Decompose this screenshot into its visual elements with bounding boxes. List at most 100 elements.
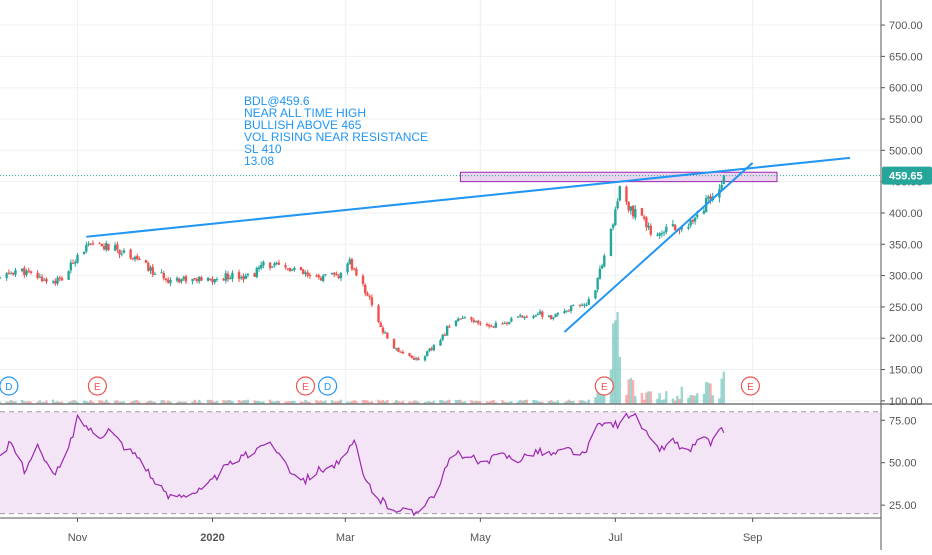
candle-body <box>516 316 520 318</box>
candle-body <box>503 323 506 325</box>
candle-body <box>618 186 621 201</box>
volume-bar <box>240 401 243 404</box>
volume-bar <box>494 402 498 404</box>
candle-body <box>625 186 628 202</box>
candle-body <box>536 313 540 316</box>
volume-bar <box>286 401 289 404</box>
rsi-line <box>0 412 725 517</box>
volume-bar <box>718 398 721 404</box>
volume-bar <box>501 400 504 404</box>
volume-bar <box>180 401 183 404</box>
candle-body <box>105 243 108 250</box>
candle-body <box>324 274 327 276</box>
volume-bar <box>547 401 551 404</box>
candle-body <box>271 266 274 268</box>
volume-bar <box>603 394 606 404</box>
candle-body <box>687 226 690 229</box>
candle-body <box>268 262 272 268</box>
volume-bar <box>430 401 433 404</box>
candle-body <box>490 325 493 327</box>
volume-bar <box>337 400 340 404</box>
candle-body <box>113 245 117 251</box>
candle-body <box>288 268 292 271</box>
candle-body <box>60 277 64 281</box>
volume-bar <box>209 399 212 404</box>
volume-bar <box>476 400 480 404</box>
volume-bar <box>631 380 635 404</box>
volume-bar <box>315 400 318 404</box>
candle-body <box>556 312 560 315</box>
candle-body <box>439 340 442 346</box>
trendline-resistance <box>86 156 851 238</box>
volume-bar <box>689 394 692 404</box>
candle-body <box>412 357 416 360</box>
volume-bar <box>428 401 431 404</box>
candle-body <box>518 315 522 317</box>
volume-bar <box>244 400 247 404</box>
candle-body <box>614 209 617 226</box>
candle-body <box>23 267 26 276</box>
volume-bar <box>627 379 630 404</box>
candle-body <box>87 243 90 246</box>
candle-body <box>443 334 447 336</box>
candle-body <box>7 272 11 274</box>
volume-bar <box>14 401 17 404</box>
price-tick-label: 400.00 <box>889 208 923 220</box>
candle-body <box>153 273 157 275</box>
candle-body <box>302 269 305 274</box>
candle-body <box>441 334 444 340</box>
volume-bar <box>596 391 599 404</box>
candle-body <box>629 206 633 211</box>
volume-bar <box>211 400 214 404</box>
annotation-line: VOL RISING NEAR RESISTANCE <box>244 130 429 144</box>
volume-bar <box>60 401 64 404</box>
candle-body <box>133 256 137 260</box>
candle-body <box>317 275 320 278</box>
resistance-zone[interactable] <box>459 171 778 183</box>
time-tick-label: Mar <box>336 532 355 544</box>
volume-bar <box>138 401 141 404</box>
volume-bar <box>395 400 398 404</box>
candle-body <box>379 322 382 328</box>
candle-body <box>525 316 529 318</box>
volume-bar <box>536 401 540 404</box>
candlesticks <box>0 174 726 362</box>
candle-body <box>138 259 141 261</box>
price-tick-label: 300.00 <box>889 271 923 283</box>
trendlines[interactable] <box>86 156 851 333</box>
candle-body <box>0 277 2 279</box>
volume-bar <box>253 400 256 404</box>
candle-body <box>554 314 557 318</box>
candle-body <box>240 277 243 279</box>
candle-body <box>147 262 150 271</box>
price-tick-label: 350.00 <box>889 239 923 251</box>
chart-annotation[interactable]: BDL@459.6 NEAR ALL TIME HIGH BULLISH ABO… <box>244 95 428 167</box>
volume-bar <box>246 399 250 404</box>
candle-body <box>671 224 675 226</box>
candle-body <box>299 267 303 271</box>
volume-bar <box>370 401 374 404</box>
rsi-axis[interactable]: 75.00 50.00 25.00 <box>881 415 917 512</box>
event-marker-label: E <box>302 382 309 393</box>
volume-bar <box>27 401 30 404</box>
candle-body <box>58 277 61 279</box>
candle-body <box>333 272 336 275</box>
candle-body <box>255 268 258 278</box>
volume-bar <box>144 402 148 404</box>
volume-bar <box>89 399 92 404</box>
volume-bar <box>290 400 294 404</box>
volume-bar <box>580 400 584 404</box>
volume-bar <box>364 400 367 404</box>
volume-bar <box>339 399 343 404</box>
candle-body <box>583 304 586 306</box>
candle-body <box>603 255 606 267</box>
volume-bar <box>120 401 123 404</box>
candle-body <box>572 304 575 306</box>
volume-bar <box>618 356 621 404</box>
candle-body <box>399 351 402 353</box>
time-axis[interactable]: Nov 2020 Mar May Jul Sep <box>68 518 763 544</box>
volume-bar <box>408 401 411 404</box>
